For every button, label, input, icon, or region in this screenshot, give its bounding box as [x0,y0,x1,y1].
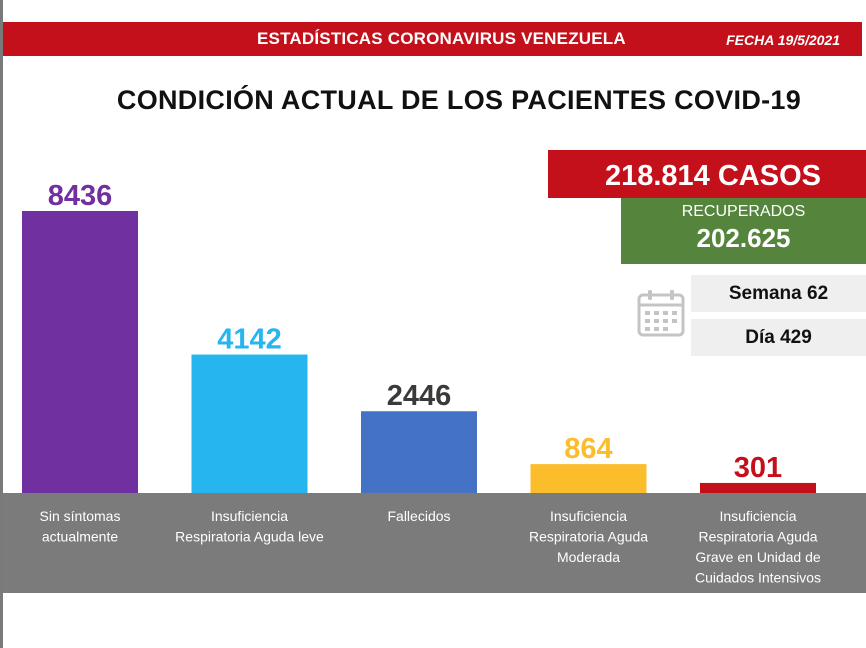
header-banner: ESTADÍSTICAS CORONAVIRUS VENEZUELA FECHA… [3,22,862,56]
page-title: CONDICIÓN ACTUAL DE LOS PACIENTES COVID-… [116,85,802,115]
header-title: ESTADÍSTICAS CORONAVIRUS VENEZUELA [257,29,626,48]
week-counter: Semana 62 [691,275,866,312]
bar [191,354,308,493]
category-label: Insuficiencia Respiratoria Aguda Grave en … [695,508,821,586]
day-counter: Día 429 [691,319,866,356]
category-label: Insuficiencia Respiratoria Aguda leve [175,508,324,545]
bar [361,411,477,493]
category-label: Insuficiencia Respiratoria Aguda Moderada [529,508,648,565]
category-label: Fallecidos [387,508,450,524]
bar [700,482,816,493]
category-label-band [3,493,866,593]
bar-value-label: 864 [564,433,612,465]
bar-value-label: 301 [734,452,782,484]
total-cases-badge: 218.814 CASOS [548,150,866,198]
bar-value-label: 4142 [217,324,282,356]
recovered-label: RECUPERADOS [681,203,806,220]
left-edge-line [0,0,3,648]
recovered-panel: RECUPERADOS 202.625 [621,198,866,264]
calendar-icon [637,290,685,337]
recovered-value: 202.625 [696,223,791,253]
bar-value-label: 8436 [48,180,113,212]
category-label: Sin síntomas actualmente [40,508,121,545]
bar-value-label: 2446 [387,380,452,412]
bar [530,464,647,493]
bar [22,211,138,493]
header-date: FECHA 19/5/2021 [726,32,840,48]
